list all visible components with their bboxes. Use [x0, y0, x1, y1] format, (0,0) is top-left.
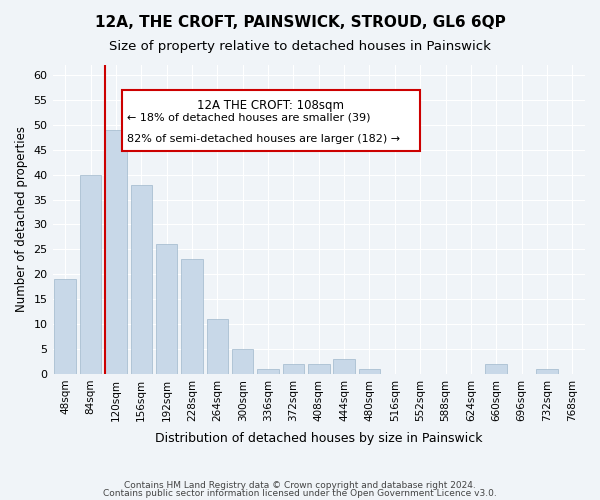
Bar: [283, 364, 304, 374]
X-axis label: Distribution of detached houses by size in Painswick: Distribution of detached houses by size …: [155, 432, 482, 445]
Text: Contains HM Land Registry data © Crown copyright and database right 2024.: Contains HM Land Registry data © Crown c…: [124, 481, 476, 490]
Text: Contains public sector information licensed under the Open Government Licence v3: Contains public sector information licen…: [103, 488, 497, 498]
Bar: [55, 279, 76, 374]
Y-axis label: Number of detached properties: Number of detached properties: [15, 126, 28, 312]
Bar: [206, 319, 228, 374]
Text: 82% of semi-detached houses are larger (182) →: 82% of semi-detached houses are larger (…: [127, 134, 400, 144]
Bar: [334, 359, 355, 374]
Text: 12A, THE CROFT, PAINSWICK, STROUD, GL6 6QP: 12A, THE CROFT, PAINSWICK, STROUD, GL6 6…: [95, 15, 505, 30]
Bar: [80, 174, 101, 374]
FancyBboxPatch shape: [122, 90, 420, 152]
Bar: [131, 184, 152, 374]
Bar: [359, 369, 380, 374]
Bar: [232, 349, 253, 374]
Text: ← 18% of detached houses are smaller (39): ← 18% of detached houses are smaller (39…: [127, 112, 371, 122]
Bar: [181, 260, 203, 374]
Bar: [257, 369, 279, 374]
Text: Size of property relative to detached houses in Painswick: Size of property relative to detached ho…: [109, 40, 491, 53]
Bar: [536, 369, 558, 374]
Bar: [485, 364, 507, 374]
Text: 12A THE CROFT: 108sqm: 12A THE CROFT: 108sqm: [197, 99, 344, 112]
Bar: [105, 130, 127, 374]
Bar: [156, 244, 178, 374]
Bar: [308, 364, 329, 374]
